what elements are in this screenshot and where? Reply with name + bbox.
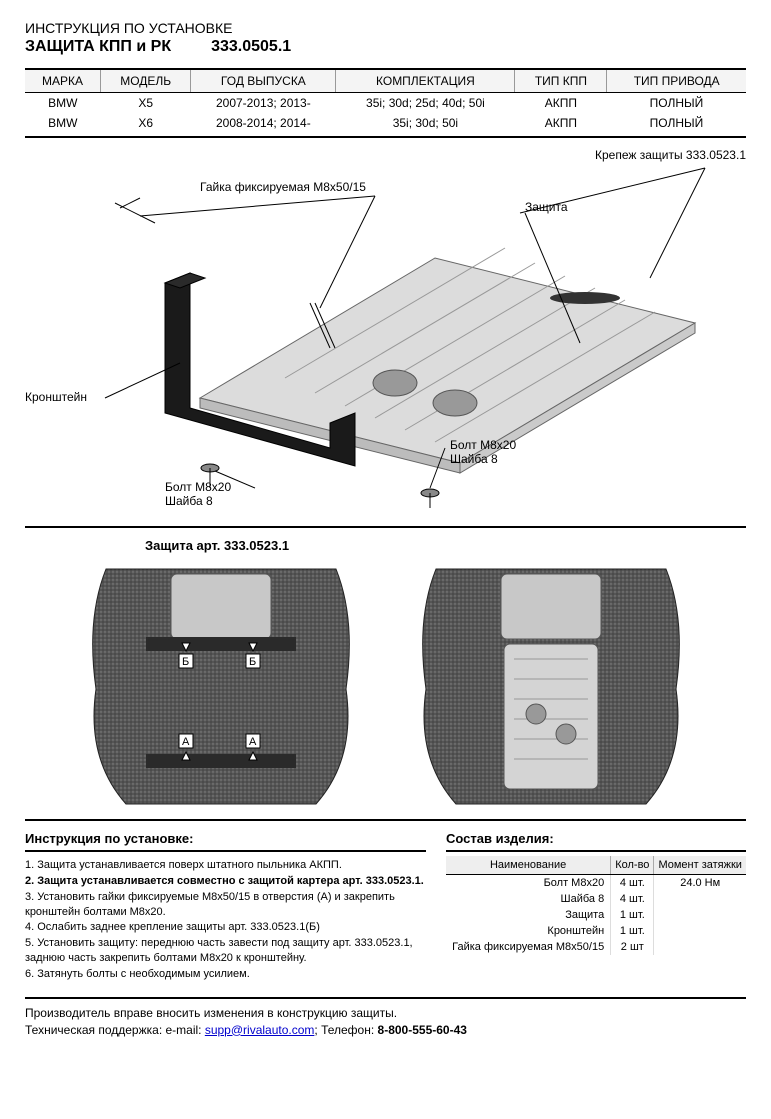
bom-col: Наименование — [446, 856, 611, 875]
doc-subtitle: ИНСТРУКЦИЯ ПО УСТАНОВКЕ — [25, 20, 746, 36]
footer-line1: Производитель вправе вносить изменения в… — [25, 1005, 746, 1022]
table-row: BMWX52007-2013; 2013-35i; 30d; 25d; 40d;… — [25, 93, 746, 114]
footer-line2: Техническая поддержка: e-mail: supp@riva… — [25, 1022, 746, 1039]
spec-cell: X5 — [101, 93, 191, 114]
instruction-step: Установить защиту: переднюю часть завест… — [25, 936, 426, 966]
undercar-left: Б Б А А — [76, 559, 366, 809]
svg-text:Б: Б — [182, 656, 189, 668]
divider — [25, 526, 746, 528]
divider-2 — [25, 819, 746, 821]
footer-email[interactable]: supp@rivalauto.com — [205, 1023, 315, 1037]
svg-text:Б: Б — [249, 656, 256, 668]
bom-name: Защита — [446, 907, 611, 923]
bom-table: НаименованиеКол-воМомент затяжки Болт М8… — [446, 856, 746, 955]
spec-cell: ПОЛНЫЙ — [607, 93, 746, 114]
instruction-step: Затянуть болты с необходимым усилием. — [25, 967, 426, 982]
bom-qty: 2 шт — [611, 939, 654, 955]
callout-shield: Защита — [525, 200, 568, 214]
spec-col: ГОД ВЫПУСКА — [191, 69, 336, 93]
spec-cell: АКПП — [515, 113, 607, 137]
bom-col: Кол-во — [611, 856, 654, 875]
doc-title-row: ЗАЩИТА КПП и РК 333.0505.1 — [25, 38, 746, 56]
instructions-title: Инструкция по установке: — [25, 831, 426, 852]
spec-col: ТИП КПП — [515, 69, 607, 93]
undercar-right — [406, 559, 696, 809]
bom-qty: 4 шт. — [611, 875, 654, 892]
spec-col: ТИП ПРИВОДА — [607, 69, 746, 93]
exploded-diagram: Крепеж защиты 333.0523.1 Гайка фиксируем… — [25, 148, 746, 518]
callout-nut: Гайка фиксируемая М8х50/15 — [200, 180, 366, 194]
nut-shape — [115, 198, 335, 348]
instruction-step: Защита устанавливается поверх штатного п… — [25, 858, 426, 873]
table-row: Болт М8х204 шт.24.0 Нм — [446, 875, 746, 892]
spec-col: МАРКА — [25, 69, 101, 93]
table-row: Шайба 84 шт. — [446, 891, 746, 907]
spec-cell: 35i; 30d; 50i — [336, 113, 515, 137]
callout-bolt1-l1: Болт М8х20 — [450, 438, 516, 452]
doc-code: 333.0505.1 — [211, 38, 291, 56]
doc-title: ЗАЩИТА КПП и РК — [25, 38, 171, 56]
table-row: Защита1 шт. — [446, 907, 746, 923]
spec-cell: 35i; 30d; 25d; 40d; 50i — [336, 93, 515, 114]
bom-name: Гайка фиксируемая М8х50/15 — [446, 939, 611, 955]
svg-text:А: А — [249, 736, 257, 748]
instruction-step: Ослабить заднее крепление защиты арт. 33… — [25, 920, 426, 935]
spec-col: МОДЕЛЬ — [101, 69, 191, 93]
bom-qty: 1 шт. — [611, 907, 654, 923]
bom-qty: 4 шт. — [611, 891, 654, 907]
bom-name: Кронштейн — [446, 923, 611, 939]
bom-torque: 24.0 Нм — [654, 875, 746, 892]
table-row: Кронштейн1 шт. — [446, 923, 746, 939]
bom-col: Момент затяжки — [654, 856, 746, 875]
table-row: Гайка фиксируемая М8х50/152 шт — [446, 939, 746, 955]
bom-torque — [654, 923, 746, 939]
callout-bolt2: Болт М8х20 Шайба 8 — [165, 480, 231, 508]
bom-title: Состав изделия: — [446, 831, 746, 852]
section-title: Защита арт. 333.0523.1 — [145, 538, 746, 553]
callout-bolt1-l2: Шайба 8 — [450, 452, 516, 466]
instruction-step: Установить гайки фиксируемые М8х50/15 в … — [25, 890, 426, 920]
spec-cell: ПОЛНЫЙ — [607, 113, 746, 137]
footer-mid: ; Телефон: — [314, 1023, 377, 1037]
callout-mounting: Крепеж защиты 333.0523.1 — [595, 148, 746, 162]
svg-text:А: А — [182, 736, 190, 748]
callout-bolt2-l1: Болт М8х20 — [165, 480, 231, 494]
spec-cell: АКПП — [515, 93, 607, 114]
instructions-block: Инструкция по установке: Защита устанавл… — [25, 831, 426, 983]
bom-torque — [654, 939, 746, 955]
spec-cell: 2007-2013; 2013- — [191, 93, 336, 114]
table-row: BMWX62008-2014; 2014-35i; 30d; 50iАКПППО… — [25, 113, 746, 137]
footer-phone: 8-800-555-60-43 — [378, 1023, 467, 1037]
bolt-shape-2 — [421, 489, 439, 508]
bom-torque — [654, 907, 746, 923]
undercar-views: Б Б А А — [25, 559, 746, 809]
spec-cell: X6 — [101, 113, 191, 137]
bom-block: Состав изделия: НаименованиеКол-воМомент… — [446, 831, 746, 983]
spec-cell: 2008-2014; 2014- — [191, 113, 336, 137]
callout-bracket: Кронштейн — [25, 390, 87, 404]
spec-table: МАРКАМОДЕЛЬГОД ВЫПУСКАКОМПЛЕКТАЦИЯТИП КП… — [25, 68, 746, 138]
callout-bolt1: Болт М8х20 Шайба 8 — [450, 438, 516, 466]
instruction-step: Защита устанавливается совместно с защит… — [25, 874, 426, 889]
bom-name: Болт М8х20 — [446, 875, 611, 892]
callout-bolt2-l2: Шайба 8 — [165, 494, 231, 508]
footer: Производитель вправе вносить изменения в… — [25, 997, 746, 1039]
spec-cell: BMW — [25, 93, 101, 114]
spec-cell: BMW — [25, 113, 101, 137]
bom-name: Шайба 8 — [446, 891, 611, 907]
bom-torque — [654, 891, 746, 907]
bom-qty: 1 шт. — [611, 923, 654, 939]
footer-support-prefix: Техническая поддержка: e-mail: — [25, 1023, 205, 1037]
spec-col: КОМПЛЕКТАЦИЯ — [336, 69, 515, 93]
